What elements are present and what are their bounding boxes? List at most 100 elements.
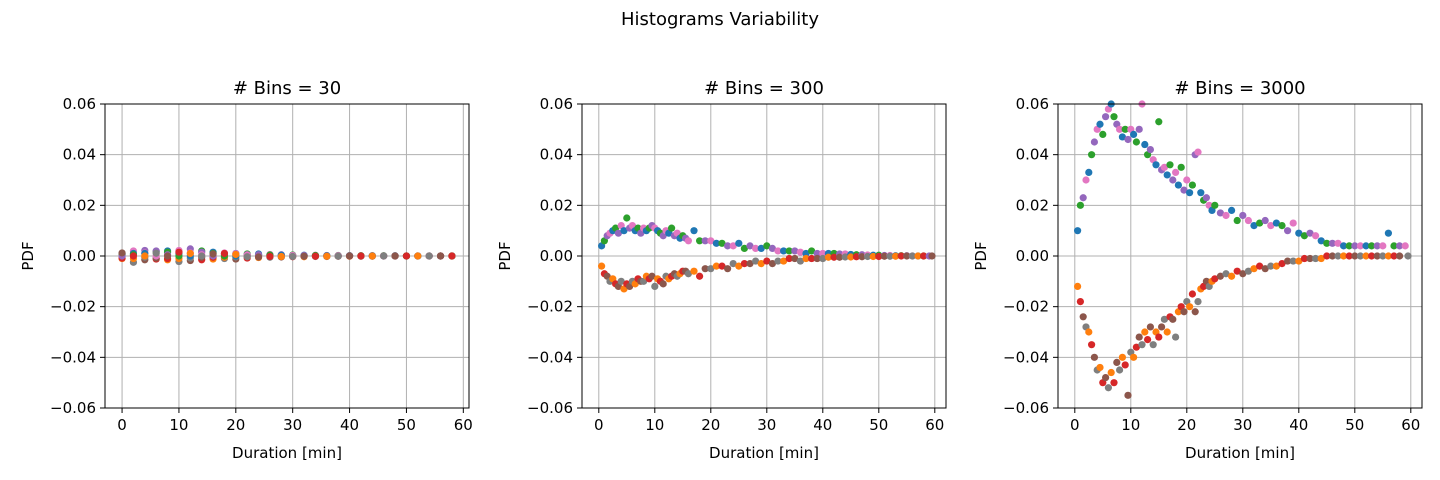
x-tick-label: 50 (1345, 416, 1364, 434)
scatter-point (1284, 257, 1292, 265)
scatter-point (1384, 252, 1392, 260)
scatter-point (1244, 216, 1252, 225)
scatter-point (1384, 229, 1392, 237)
scatter-point (1306, 229, 1314, 237)
scatter-point (1152, 161, 1160, 169)
scatter-point (614, 229, 623, 237)
scatter-point (380, 252, 388, 260)
scatter-point (623, 214, 631, 222)
scatter-point (1135, 125, 1143, 133)
scatter-point (696, 272, 704, 280)
scatter-point (1121, 361, 1129, 369)
scatter-point (785, 247, 793, 255)
x-tick-label: 20 (701, 416, 720, 434)
scatter-point (1216, 272, 1224, 280)
scatter-point (1272, 219, 1280, 227)
scatter-point (880, 252, 889, 260)
subplot-3: # Bins = 3000 0 10 20 30 40 50 60 −0.06 −0.04 −0.0… (972, 78, 1423, 462)
scatter-point (1390, 252, 1398, 260)
scatter-point (1233, 267, 1241, 275)
scatter-point (1110, 113, 1118, 121)
scatter-point (198, 252, 206, 260)
scatter-point (791, 247, 799, 255)
scatter-point (1317, 254, 1325, 263)
scatter-point (402, 252, 411, 260)
x-tick-label: 50 (397, 416, 416, 434)
x-tick-label: 60 (925, 416, 944, 434)
y-axis-label: PDF (19, 241, 37, 270)
scatter-point (1076, 201, 1084, 209)
y-tick-label: 0.02 (1016, 196, 1049, 214)
x-tick-label: 60 (454, 416, 473, 434)
scatter-point (768, 244, 777, 252)
x-axis-label: Duration [min] (709, 444, 819, 462)
scatter-point (1289, 257, 1297, 265)
scatter-point (1155, 118, 1163, 126)
scatter-point (118, 249, 126, 257)
scatter-point (1250, 265, 1258, 273)
scatter-point (175, 248, 183, 256)
scatter-point (1300, 254, 1308, 263)
x-tick-label: 30 (283, 416, 302, 434)
scatter-point (1155, 333, 1163, 341)
y-tick-label: −0.06 (1003, 399, 1049, 417)
scatter-point (1188, 290, 1196, 298)
scatter-point (886, 252, 894, 260)
scatter-point (1132, 343, 1140, 351)
scatter-point (796, 248, 805, 256)
scatter-point (1278, 222, 1286, 230)
scatter-point (757, 244, 765, 252)
x-tick-label: 10 (1121, 416, 1140, 434)
scatter-point (1183, 176, 1191, 184)
y-tick-label: −0.04 (50, 348, 96, 366)
scatter-point (718, 239, 726, 247)
scatter-point (1362, 242, 1370, 250)
scatter-point (1177, 163, 1185, 171)
scatter-point (659, 280, 667, 288)
scatter-point (690, 267, 698, 275)
scatter-point (1099, 130, 1107, 138)
x-tick-label: 40 (1289, 416, 1308, 434)
scatter-point (1379, 242, 1387, 250)
scatter-point (824, 253, 833, 261)
scatter-point (1379, 252, 1387, 260)
scatter-point (903, 252, 911, 260)
scatter-points (118, 245, 456, 266)
scatter-point (1102, 113, 1110, 121)
scatter-point (1272, 262, 1280, 270)
panel-title: # Bins = 30 (233, 78, 341, 99)
x-tick-label: 0 (1070, 416, 1080, 434)
scatter-point (712, 239, 721, 247)
scatter-point (1163, 328, 1171, 336)
scatter-point (735, 239, 743, 247)
scatter-point (752, 244, 760, 252)
scatter-point (1312, 232, 1320, 240)
x-tick-label: 0 (594, 416, 604, 434)
x-tick-label: 10 (645, 416, 664, 434)
scatter-point (718, 262, 726, 270)
scatter-point (796, 257, 805, 265)
x-tick-label: 10 (169, 416, 188, 434)
scatter-point (707, 265, 715, 273)
scatter-point (1141, 140, 1149, 149)
scatter-point (1186, 189, 1194, 197)
y-tick-label: 0.06 (1016, 95, 1049, 113)
scatter-point (1256, 219, 1264, 227)
scatter-point (1088, 341, 1096, 349)
y-tick-label: 0.06 (63, 95, 96, 113)
scatter-point (220, 249, 229, 258)
scatter-point (690, 227, 698, 235)
scatter-point (1373, 242, 1381, 250)
scatter-point (746, 260, 754, 268)
scatter-point (1079, 313, 1087, 321)
scatter-point (334, 252, 342, 260)
scatter-point (1256, 262, 1264, 270)
scatter-point (1340, 242, 1348, 250)
scatter-point (1239, 211, 1247, 220)
scatter-point (152, 249, 160, 257)
scatter-point (819, 254, 827, 263)
scatter-point (414, 252, 422, 260)
scatter-point (875, 252, 883, 261)
scatter-point (1404, 252, 1412, 260)
